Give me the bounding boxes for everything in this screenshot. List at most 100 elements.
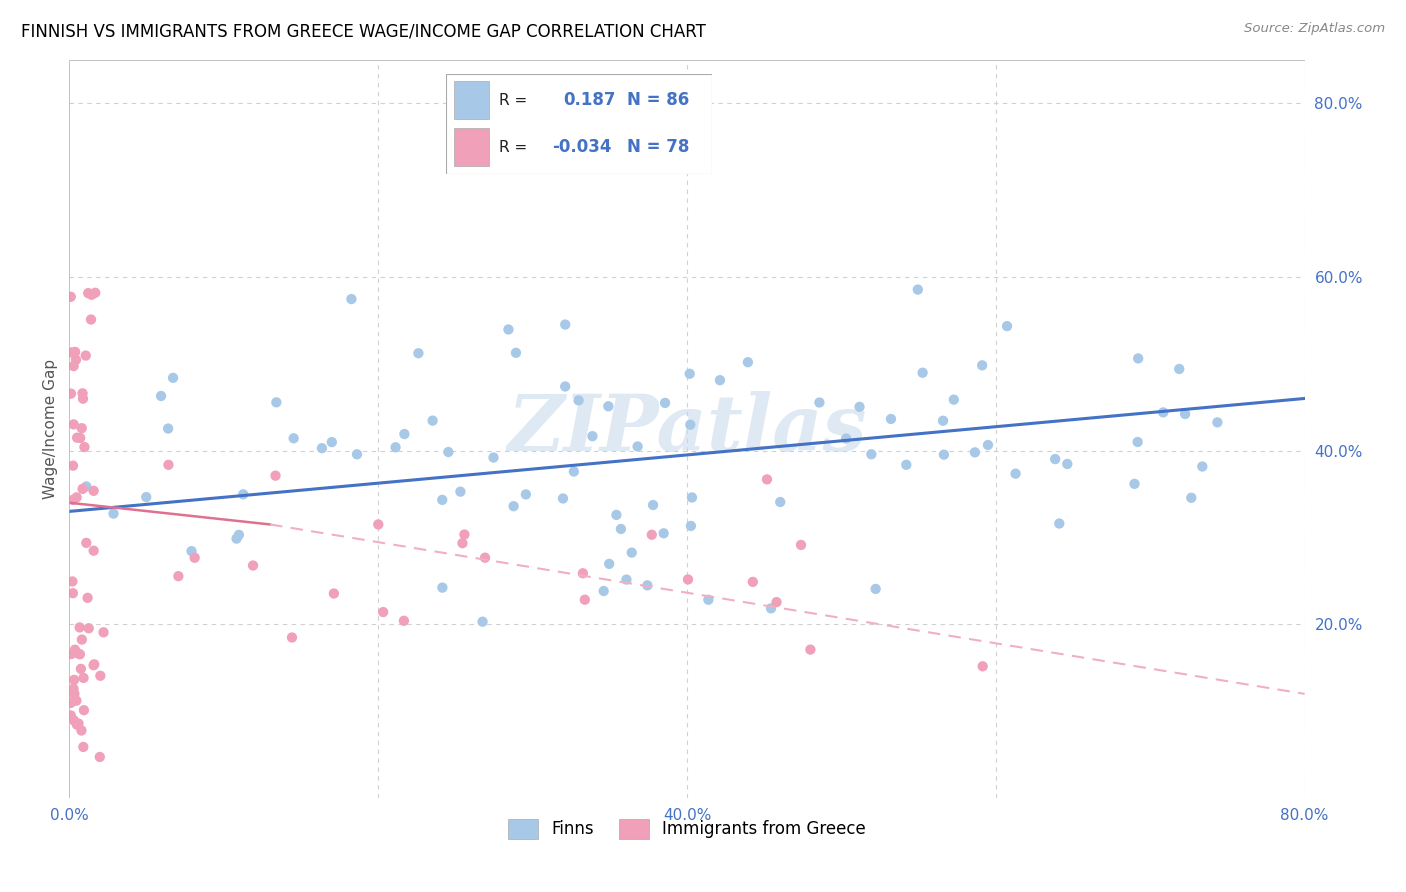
Point <box>620 546 643 560</box>
Point <box>83 658 105 673</box>
Point <box>62 492 84 507</box>
Point <box>554 379 576 393</box>
Point <box>471 615 494 629</box>
Point <box>83 543 105 558</box>
Point <box>641 527 664 541</box>
Point <box>392 614 415 628</box>
Point <box>1206 415 1229 429</box>
Point <box>1191 459 1213 474</box>
Point <box>848 400 870 414</box>
Point <box>598 399 620 413</box>
Point <box>65 352 87 367</box>
Point <box>232 487 254 501</box>
Point <box>616 573 638 587</box>
Point <box>1123 476 1146 491</box>
Point <box>63 687 86 701</box>
Point <box>1174 407 1197 421</box>
Point <box>1180 491 1202 505</box>
Point <box>60 647 83 661</box>
Point <box>907 283 929 297</box>
Point <box>63 642 86 657</box>
Point <box>367 517 389 532</box>
Point <box>562 465 585 479</box>
Text: FINNISH VS IMMIGRANTS FROM GREECE WAGE/INCOME GAP CORRELATION CHART: FINNISH VS IMMIGRANTS FROM GREECE WAGE/I… <box>21 22 706 40</box>
Text: ZIPatlas: ZIPatlas <box>508 391 866 467</box>
Point <box>84 285 107 300</box>
Point <box>896 458 918 472</box>
Point <box>75 479 97 493</box>
Point <box>697 592 720 607</box>
Point <box>103 507 125 521</box>
Point <box>157 421 180 435</box>
Point <box>72 482 94 496</box>
Point <box>1152 405 1174 419</box>
Point <box>63 673 86 687</box>
Point <box>65 693 87 707</box>
Point <box>80 287 103 301</box>
Point <box>574 592 596 607</box>
Point <box>266 395 288 409</box>
Point <box>59 290 82 304</box>
Point <box>59 708 82 723</box>
Point <box>437 445 460 459</box>
Point <box>592 584 614 599</box>
Point <box>502 499 524 513</box>
Point <box>183 550 205 565</box>
Point <box>652 526 675 541</box>
Point <box>66 431 89 445</box>
Point <box>995 319 1018 334</box>
Point <box>373 605 395 619</box>
Point <box>1047 516 1070 531</box>
Point <box>756 472 779 486</box>
Point <box>346 447 368 461</box>
Point <box>972 659 994 673</box>
Point <box>741 574 763 589</box>
Point <box>72 392 94 406</box>
Point <box>150 389 173 403</box>
Point <box>62 458 84 473</box>
Point <box>769 495 792 509</box>
Point <box>70 632 93 647</box>
Point <box>321 435 343 450</box>
Point <box>242 558 264 573</box>
Point <box>157 458 180 472</box>
Point <box>83 483 105 498</box>
Point <box>167 569 190 583</box>
Point <box>1128 351 1150 366</box>
Point <box>394 427 416 442</box>
Point <box>62 681 84 696</box>
Point <box>880 412 903 426</box>
Point <box>449 484 471 499</box>
Point <box>551 491 574 506</box>
Point <box>1168 362 1191 376</box>
Point <box>70 662 93 676</box>
Point <box>80 312 103 326</box>
Point <box>942 392 965 407</box>
Point <box>581 429 603 443</box>
Point <box>70 723 93 738</box>
Point <box>322 586 344 600</box>
Point <box>72 671 94 685</box>
Point <box>808 395 831 409</box>
Point <box>679 417 702 432</box>
Point <box>654 396 676 410</box>
Point <box>63 714 86 728</box>
Point <box>1043 452 1066 467</box>
Point <box>765 595 787 609</box>
Point <box>75 349 97 363</box>
Point <box>422 414 444 428</box>
Point <box>598 557 620 571</box>
Point <box>67 647 90 661</box>
Point <box>681 491 703 505</box>
Point <box>572 566 595 581</box>
Point <box>641 498 664 512</box>
Point <box>83 657 105 672</box>
Point <box>1004 467 1026 481</box>
Point <box>554 318 576 332</box>
Point <box>60 574 83 589</box>
Point <box>790 538 813 552</box>
Point <box>69 620 91 634</box>
Point <box>66 717 89 731</box>
Point <box>72 386 94 401</box>
Point <box>60 345 83 359</box>
